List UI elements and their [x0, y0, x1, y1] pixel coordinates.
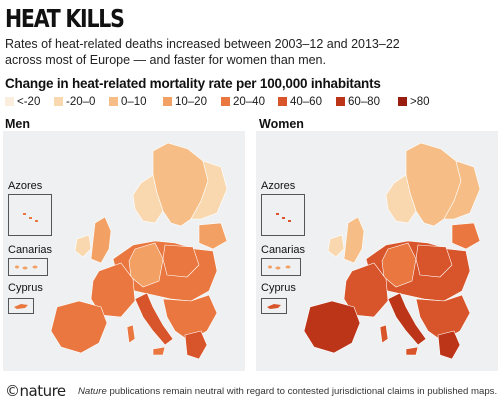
- inset-cyprus-women: [261, 298, 287, 314]
- region-finland: [190, 160, 228, 220]
- region-sardinia: [126, 324, 136, 344]
- region-ireland: [74, 234, 92, 258]
- legend-swatch: [278, 97, 287, 106]
- page-title: HEAT KILLS: [5, 4, 125, 33]
- footer-note: Nature publications remain neutral with …: [78, 386, 498, 397]
- inset-label-canarias: Canarias: [8, 244, 53, 256]
- legend-item: 10–20: [163, 96, 207, 108]
- inset-label-cyprus: Cyprus: [8, 282, 43, 294]
- region-norway: [385, 174, 417, 224]
- legend-swatch: [5, 97, 14, 106]
- region-sicily: [152, 346, 166, 356]
- region-baltic: [451, 222, 481, 250]
- region-germany: [128, 242, 164, 288]
- map-women: Azores Canarias Cyprus: [256, 131, 498, 371]
- legend-swatch: [109, 97, 118, 106]
- region-baltic: [198, 222, 228, 250]
- region-greece: [437, 330, 461, 360]
- panel-label-women: Women: [259, 117, 304, 131]
- region-uk: [90, 216, 112, 264]
- legend-item: 60–80: [336, 96, 380, 108]
- region-iberia: [50, 300, 108, 354]
- cyprus-island: [14, 304, 28, 309]
- panel-label-men: Men: [5, 117, 30, 131]
- page-subtitle: Rates of heat-related deaths increased b…: [5, 37, 400, 67]
- legend-item: >80: [398, 96, 430, 108]
- azores-islands: [23, 213, 38, 222]
- inset-cyprus-men: [8, 298, 34, 314]
- legend-item: 40–60: [278, 96, 322, 108]
- inset-label-azores: Azores: [8, 180, 43, 192]
- canarias-islands: [15, 265, 38, 270]
- legend-item: -20–0: [54, 96, 95, 108]
- inset-label-cyprus: Cyprus: [261, 282, 296, 294]
- region-norway: [132, 174, 164, 224]
- canarias-islands: [268, 265, 291, 270]
- inset-label-azores: Azores: [261, 180, 296, 192]
- region-balkans: [162, 294, 218, 342]
- legend-item: <-20: [5, 96, 40, 108]
- region-france: [90, 262, 136, 318]
- inset-azores-women: [261, 194, 305, 236]
- azores-islands: [276, 213, 291, 222]
- legend-swatch: [54, 97, 63, 106]
- inset-label-canarias: Canarias: [261, 244, 306, 256]
- inset-azores-men: [8, 194, 52, 236]
- region-italy: [134, 292, 174, 346]
- cyprus-island: [267, 304, 281, 309]
- region-sardinia: [379, 324, 389, 344]
- region-ireland: [327, 234, 345, 258]
- inset-canarias-women: [261, 258, 301, 276]
- nature-logo: ©nature: [5, 382, 66, 400]
- region-balkans: [415, 294, 471, 342]
- legend-item: 0–10: [109, 96, 147, 108]
- legend-title: Change in heat-related mortality rate pe…: [5, 76, 381, 91]
- legend-swatch: [163, 97, 172, 106]
- region-sicily: [405, 346, 419, 356]
- region-italy: [387, 292, 427, 346]
- map-women-svg: [303, 142, 481, 360]
- legend-swatch: [398, 97, 407, 106]
- inset-canarias-men: [8, 258, 48, 276]
- map-men: Azores Canarias Cyprus: [3, 131, 245, 371]
- legend-swatch: [221, 97, 230, 106]
- region-germany: [381, 242, 417, 288]
- legend-swatch: [336, 97, 345, 106]
- legend-item: 20–40: [221, 96, 265, 108]
- region-iberia: [303, 300, 361, 354]
- region-poland: [415, 244, 453, 278]
- region-france: [343, 262, 389, 318]
- region-poland: [162, 244, 200, 278]
- region-greece: [184, 330, 208, 360]
- map-men-svg: [50, 142, 228, 360]
- region-finland: [443, 160, 481, 220]
- region-uk: [343, 216, 365, 264]
